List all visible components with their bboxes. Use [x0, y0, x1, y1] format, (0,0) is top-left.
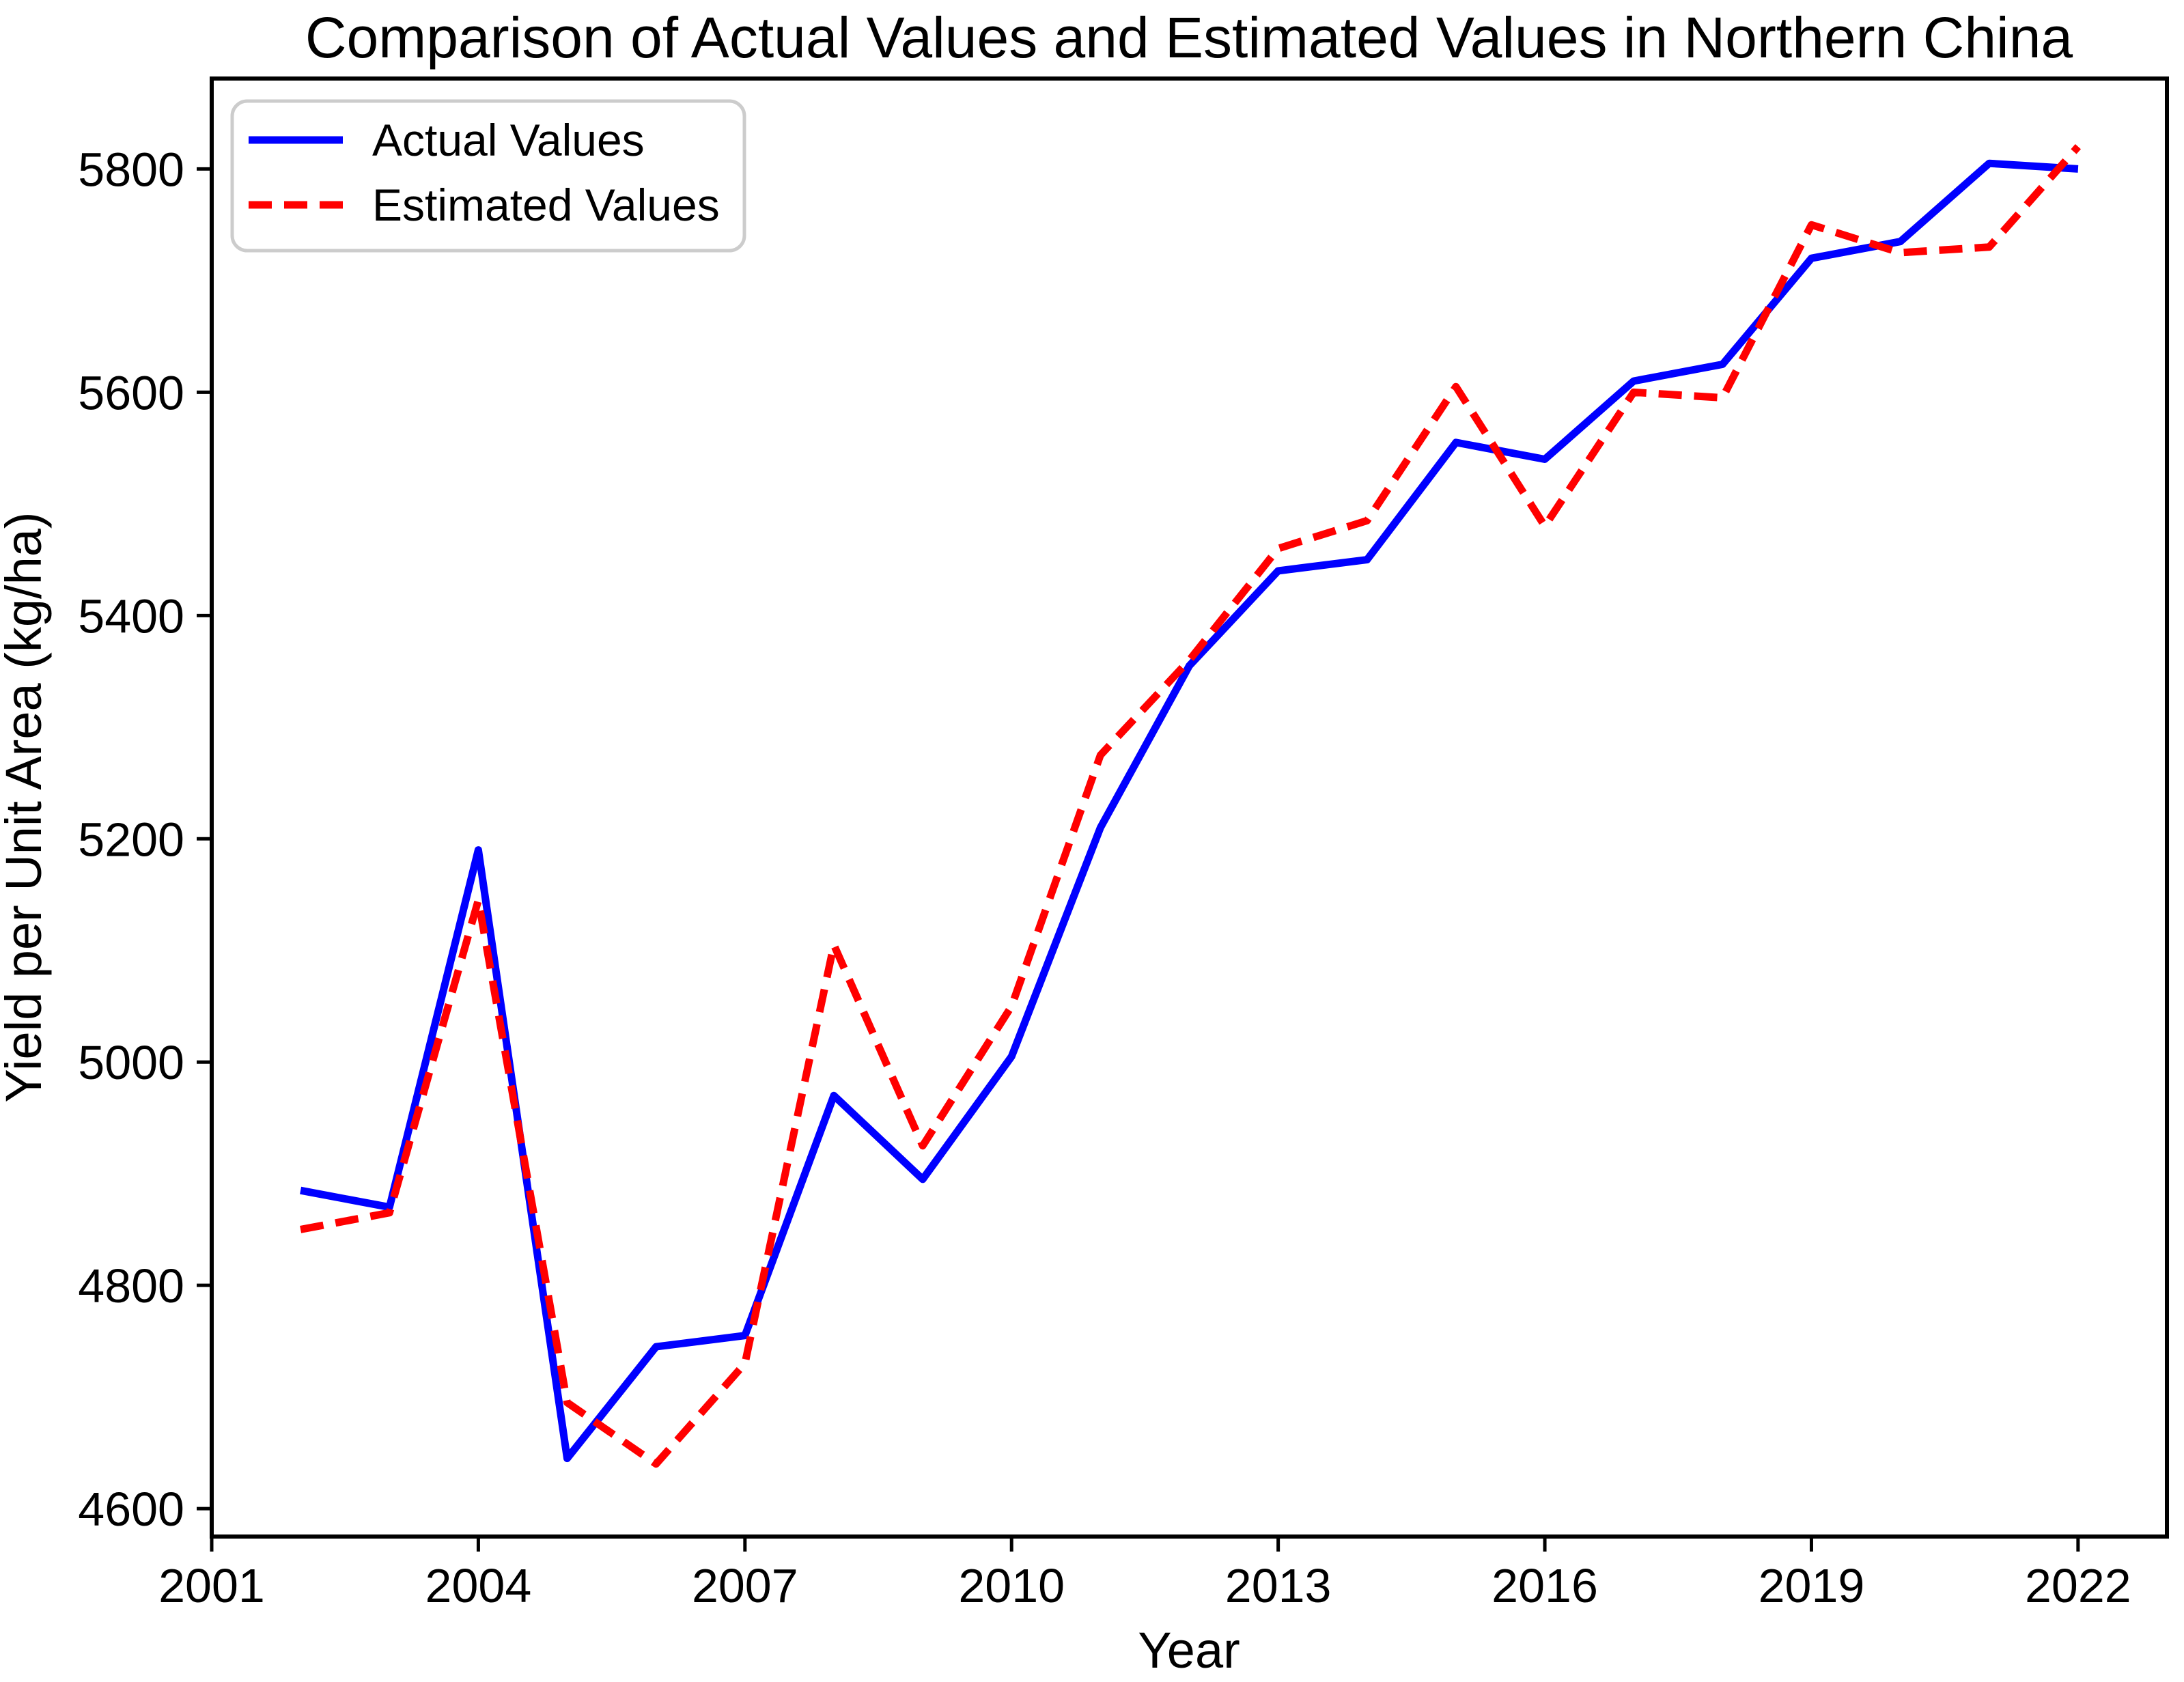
x-tick-label: 2004 — [425, 1559, 532, 1612]
y-tick-label: 5600 — [78, 366, 184, 419]
x-tick-label: 2016 — [1492, 1559, 1598, 1612]
estimated-values-line — [300, 144, 2082, 1468]
y-tick-label: 4600 — [78, 1483, 184, 1536]
actual-values-line — [300, 159, 2079, 1463]
x-axis-label: Year — [1138, 1622, 1240, 1679]
x-tick-label: 2007 — [692, 1559, 798, 1612]
x-tick-label: 2001 — [158, 1559, 265, 1612]
legend-actual-label: Actual Values — [372, 115, 645, 165]
y-tick-label: 4800 — [78, 1259, 184, 1313]
y-tick-label: 5800 — [78, 143, 184, 196]
y-tick-label: 5400 — [78, 589, 184, 643]
tick-layer: 2001 2004 2007 2010 2013 2016 2019 2022 4600 4800… — [78, 143, 2131, 1612]
y-tick-label: 5000 — [78, 1036, 184, 1089]
x-tick-label: 2019 — [1759, 1559, 1865, 1612]
y-axis-label: Yield per Unit Area (kg/ha) — [0, 511, 52, 1102]
plot-area — [210, 76, 2169, 1539]
y-tick-label: 5200 — [78, 813, 184, 866]
legend-estimated-label: Estimated Values — [372, 180, 720, 230]
legend-box — [230, 99, 746, 253]
chart-title: Comparison of Actual Values and Estimate… — [305, 5, 2073, 70]
series-layer — [300, 144, 2082, 1468]
x-tick-label: 2010 — [958, 1559, 1065, 1612]
legend: Actual Values Estimated Values — [230, 99, 746, 253]
x-tick-label: 2022 — [2025, 1559, 2131, 1612]
x-tick-label: 2013 — [1225, 1559, 1332, 1612]
